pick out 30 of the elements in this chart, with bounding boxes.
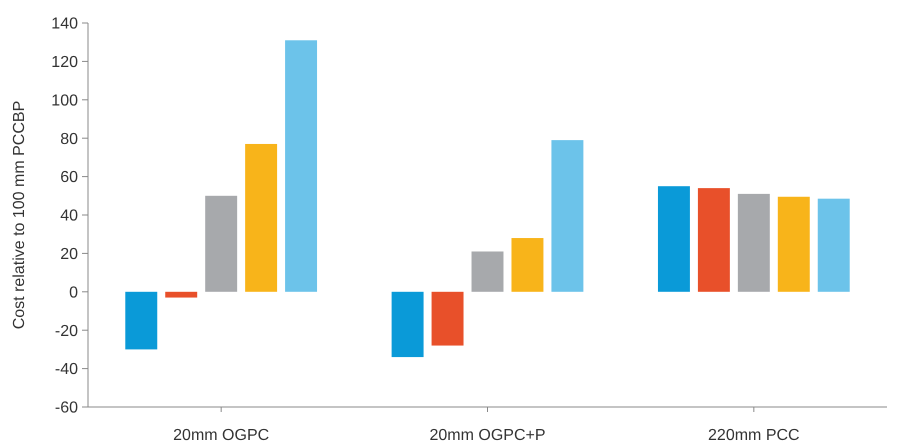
bar — [738, 194, 770, 292]
y-tick-label: 40 — [60, 208, 78, 225]
bar — [818, 198, 850, 292]
bar — [432, 292, 464, 346]
bar — [778, 196, 810, 292]
bar — [511, 238, 544, 292]
bar — [285, 40, 318, 292]
y-tick-label: 100 — [51, 92, 78, 110]
x-tick-label: 20mm OGPC — [173, 427, 270, 444]
x-tick-label: 220mm PCC — [708, 427, 800, 444]
y-tick-label: -20 — [54, 322, 78, 340]
y-tick-label: 140 — [51, 16, 78, 33]
y-tick-label: -60 — [54, 400, 78, 417]
bar — [245, 144, 278, 292]
bar — [658, 186, 690, 292]
y-tick-label: -40 — [54, 361, 78, 378]
bar — [125, 292, 158, 350]
bar — [205, 196, 238, 292]
y-tick-label: 80 — [60, 130, 78, 148]
bar — [551, 140, 584, 292]
y-tick-label: 0 — [69, 284, 78, 302]
y-tick-label: 20 — [60, 246, 78, 263]
bar — [472, 251, 504, 292]
y-tick-label: 120 — [51, 54, 78, 71]
x-tick-label: 20mm OGPC+P — [429, 427, 546, 444]
y-tick-label: 60 — [60, 169, 78, 186]
y-axis-title: Cost relative to 100 mm PCCBP — [11, 100, 28, 330]
bar — [165, 292, 198, 298]
bar — [698, 188, 730, 292]
bar — [392, 292, 424, 358]
